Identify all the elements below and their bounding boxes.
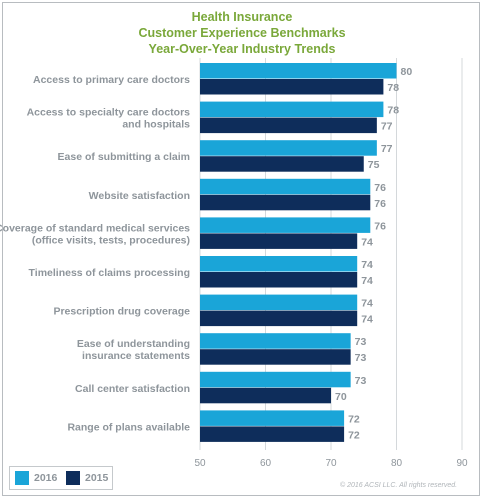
- title-line-2: Customer Experience Benchmarks: [138, 26, 346, 40]
- legend-label-2015: 2015: [85, 472, 109, 484]
- bar-2016-8: [200, 371, 351, 388]
- category-label-3: Website satisfaction: [89, 190, 190, 202]
- value-label-2016-3: 76: [374, 182, 386, 194]
- value-label-2015-1: 77: [381, 121, 393, 133]
- value-label-2016-0: 80: [401, 66, 413, 78]
- bar-2016-9: [200, 410, 345, 426]
- title-line-3: Year-Over-Year Industry Trends: [148, 42, 336, 56]
- x-tick-label-70: 70: [325, 458, 337, 469]
- category-label-4-line-1: (office visits, tests, procedures): [32, 234, 190, 246]
- bar-2016-3: [200, 178, 371, 195]
- bar-2016-0: [200, 63, 397, 79]
- bar-2015-7: [200, 349, 351, 365]
- value-label-2015-3: 76: [374, 198, 386, 210]
- value-label-2016-6: 74: [361, 298, 373, 310]
- x-tick-label-90: 90: [456, 458, 468, 469]
- legend-swatch-2015: [66, 471, 80, 485]
- category-label-7-line-1: insurance statements: [82, 350, 190, 362]
- value-label-2015-6: 74: [361, 314, 373, 326]
- bar-2015-3: [200, 194, 371, 211]
- x-tick-label-50: 50: [194, 458, 206, 469]
- value-label-2015-5: 74: [361, 275, 373, 287]
- title-line-1: Health Insurance: [191, 10, 293, 24]
- x-tick-label-60: 60: [260, 458, 272, 469]
- category-label-2: Ease of submitting a claim: [58, 151, 190, 163]
- value-label-2015-0: 78: [387, 82, 399, 94]
- category-label-0: Access to primary care doctors: [33, 74, 190, 86]
- value-label-2015-7: 73: [355, 352, 367, 364]
- legend-swatch-2016: [15, 471, 29, 485]
- bar-2015-6: [200, 310, 358, 327]
- category-label-1-line-1: and hospitals: [122, 119, 190, 131]
- value-label-2016-5: 74: [361, 259, 373, 271]
- legend-label-2016: 2016: [34, 472, 58, 484]
- bar-2015-8: [200, 387, 331, 404]
- value-label-2015-2: 75: [368, 159, 380, 171]
- category-label-4-line-0: Coverage of standard medical services: [0, 222, 190, 234]
- legend: 2016 2015: [9, 466, 113, 490]
- bar-2015-9: [200, 426, 345, 442]
- category-label-8: Call center satisfaction: [75, 383, 190, 395]
- value-label-2016-1: 78: [387, 105, 399, 117]
- bar-2016-2: [200, 140, 377, 156]
- bar-2016-5: [200, 256, 358, 272]
- category-label-1-line-0: Access to specialty care doctors: [27, 107, 191, 119]
- copyright-note: © 2016 ACSI LLC. All rights reserved.: [340, 482, 458, 489]
- value-label-2015-4: 74: [361, 236, 373, 248]
- bar-2016-1: [200, 101, 384, 118]
- x-tick-label-80: 80: [391, 458, 403, 469]
- value-label-2016-4: 76: [374, 220, 386, 232]
- bar-2015-1: [200, 117, 377, 134]
- legend-item-2015: 2015: [66, 471, 108, 485]
- bar-2015-0: [200, 79, 384, 95]
- bar-2016-4: [200, 217, 371, 233]
- category-label-5: Timeliness of claims processing: [29, 267, 190, 279]
- value-label-2016-9: 72: [348, 413, 360, 425]
- category-label-6: Prescription drug coverage: [53, 306, 190, 318]
- bar-2015-5: [200, 272, 358, 288]
- value-label-2015-8: 70: [335, 391, 347, 403]
- bar-2015-2: [200, 156, 364, 172]
- category-label-7-line-0: Ease of understanding: [77, 338, 190, 350]
- value-label-2016-8: 73: [355, 375, 367, 387]
- category-label-9: Range of plans available: [67, 421, 190, 433]
- value-label-2015-9: 72: [348, 429, 360, 441]
- legend-item-2016: 2016: [15, 471, 57, 485]
- bar-2015-4: [200, 233, 358, 249]
- value-label-2016-2: 77: [381, 143, 393, 155]
- bar-2016-6: [200, 294, 358, 311]
- chart-title: Health Insurance Customer Experience Ben…: [3, 9, 481, 57]
- value-label-2016-7: 73: [355, 336, 367, 348]
- bar-2016-7: [200, 333, 351, 349]
